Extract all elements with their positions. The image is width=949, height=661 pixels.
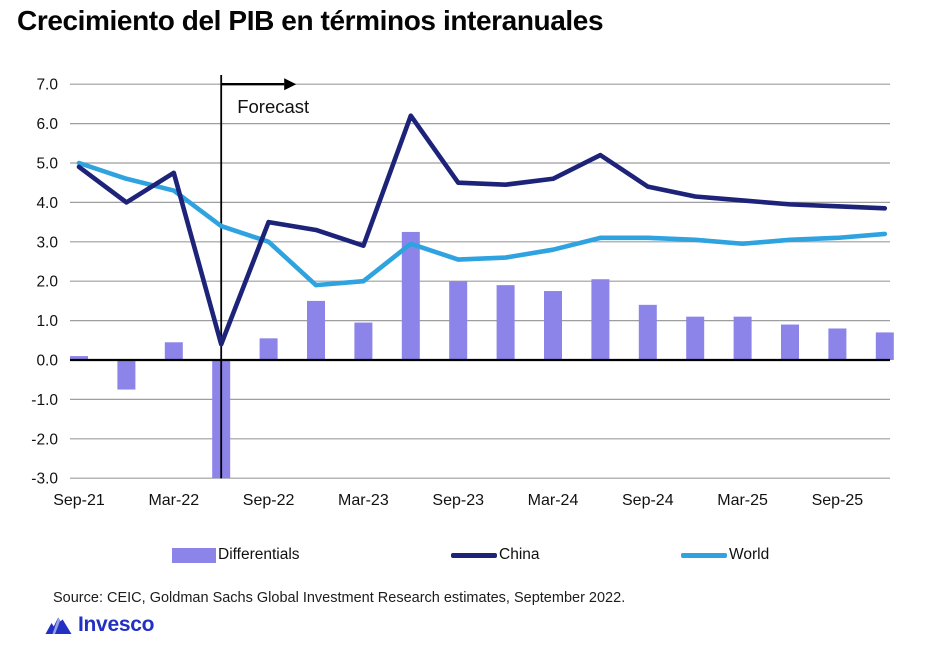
legend-item-world: World (681, 543, 769, 567)
svg-text:-3.0: -3.0 (31, 471, 58, 488)
forecast-marker: Forecast (220, 75, 309, 479)
china-line-swatch-icon (451, 552, 497, 558)
svg-text:7.0: 7.0 (36, 77, 58, 94)
svg-text:1.0: 1.0 (36, 313, 58, 330)
svg-text:3.0: 3.0 (36, 234, 58, 251)
legend-label-china: China (499, 546, 540, 563)
page-title: Crecimiento del PIB en términos interanu… (17, 5, 604, 36)
svg-text:Sep-24: Sep-24 (622, 492, 674, 509)
svg-text:4.0: 4.0 (36, 195, 58, 212)
svg-text:Mar-23: Mar-23 (338, 492, 389, 509)
svg-text:6.0: 6.0 (36, 116, 58, 133)
world-line-swatch-icon (681, 552, 727, 558)
svg-text:5.0: 5.0 (36, 156, 58, 173)
invesco-logo: Invesco (44, 613, 154, 637)
svg-text:Mar-22: Mar-22 (148, 492, 199, 509)
legend-label-differentials: Differentials (218, 546, 300, 563)
source-note: Source: CEIC, Goldman Sachs Global Inves… (53, 590, 626, 606)
line-china (76, 113, 888, 347)
legend-label-world: World (729, 546, 770, 563)
chart-legend: Differentials China World (0, 543, 949, 569)
line-world (76, 160, 888, 288)
svg-text:-2.0: -2.0 (31, 431, 58, 448)
svg-text:Mar-24: Mar-24 (528, 492, 579, 509)
svg-text:Sep-22: Sep-22 (243, 492, 295, 509)
svg-text:Mar-25: Mar-25 (717, 492, 768, 509)
legend-item-differentials: Differentials (172, 543, 300, 567)
svg-text:Sep-21: Sep-21 (53, 492, 105, 509)
differentials-bar-swatch-icon (172, 547, 216, 563)
forecast-label: Forecast (237, 96, 309, 117)
gdp-combo-chart: 7.0 6.0 5.0 4.0 3.0 2.0 1.0 0.0 -1.0 -2.0 -3.0 Fore… (31, 75, 894, 509)
x-axis-labels: Sep-21 Mar-22 Sep-22 Mar-23 Sep-23 Mar-24 Sep-… (53, 492, 863, 509)
invesco-logo-text: Invesco (78, 613, 155, 636)
y-axis-labels: 7.0 6.0 5.0 4.0 3.0 2.0 1.0 0.0 -1.0 -2.0 -3.0 (31, 77, 58, 488)
gridlines (70, 83, 890, 479)
svg-text:Sep-25: Sep-25 (812, 492, 864, 509)
svg-text:-1.0: -1.0 (31, 392, 58, 409)
forecast-arrowhead-icon (284, 78, 297, 91)
svg-text:0.0: 0.0 (36, 353, 58, 370)
svg-text:2.0: 2.0 (36, 274, 58, 291)
bars-differentials (70, 231, 894, 479)
invesco-mountain-icon (45, 617, 72, 634)
legend-item-china: China (451, 543, 540, 567)
svg-text:Sep-23: Sep-23 (432, 492, 484, 509)
